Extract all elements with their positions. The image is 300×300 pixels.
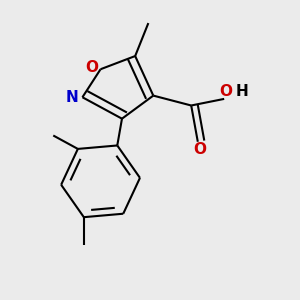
- Text: H: H: [236, 84, 249, 99]
- Text: O: O: [219, 84, 232, 99]
- Text: O: O: [193, 142, 206, 158]
- Text: O: O: [85, 60, 98, 75]
- Text: N: N: [65, 90, 78, 105]
